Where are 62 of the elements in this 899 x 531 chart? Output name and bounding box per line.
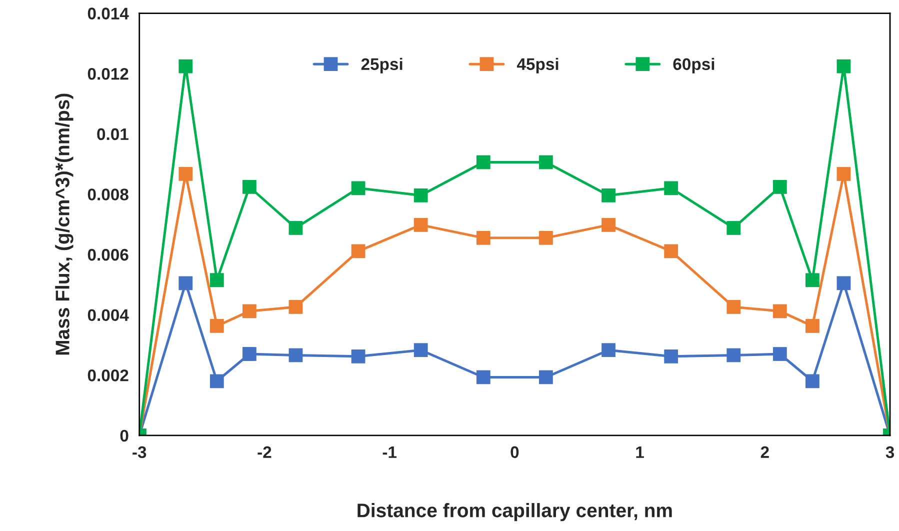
point [805,374,820,388]
point [664,244,678,258]
point [836,59,851,74]
point [210,273,224,288]
x-tick-label: -3 [132,446,146,458]
point [351,244,366,258]
point [288,300,303,314]
point [476,370,490,384]
point [476,230,490,245]
point [210,374,224,388]
point [726,221,741,235]
y-tick-label: 0.01 [97,128,128,140]
x-tick-label: 3 [886,446,894,458]
point [772,180,787,194]
x-tick-label: 0 [510,446,519,458]
point [602,343,616,358]
x-tick-label: -1 [382,446,397,458]
point [726,348,741,362]
point [772,347,787,361]
point [726,300,741,314]
point [178,276,193,290]
y-axis-title: Mass Flux, (g/cm^3)*(nm/ps) [55,94,74,355]
point [602,218,616,232]
point [242,180,256,194]
point [602,188,616,202]
y-tick-label: 0.008 [88,188,128,200]
point [414,218,428,232]
point [772,304,787,318]
x-tick-label: 2 [760,446,769,458]
point [178,167,193,181]
point [539,155,553,170]
point [242,304,256,318]
x-axis-title: Distance from capillary center, nm [358,503,672,522]
point [664,181,678,196]
x-tick-label: 1 [636,446,644,458]
legend-label: 60psi [673,58,714,74]
legend-label: 25psi [361,58,402,74]
x-tick-label: -2 [258,446,272,458]
point [178,59,193,74]
point [805,319,820,333]
y-tick-label: 0.012 [88,68,128,80]
y-tick-label: 0.006 [88,248,128,261]
point [476,155,490,170]
point [539,370,553,384]
y-tick-label: 0.004 [88,309,129,322]
point [539,230,553,245]
point [414,343,428,358]
legend-label: 45psi [516,58,558,74]
point [836,167,851,181]
point [242,347,256,361]
point [351,349,366,364]
point [210,319,224,333]
point [288,348,303,362]
point [288,221,303,235]
point [664,349,678,364]
y-tick-label: 0.002 [88,370,128,382]
point [805,273,820,288]
y-tick-label: 0 [120,430,128,442]
y-tick-label: 0.014 [88,8,129,20]
point [836,276,851,290]
point [351,181,366,196]
point [414,188,428,202]
